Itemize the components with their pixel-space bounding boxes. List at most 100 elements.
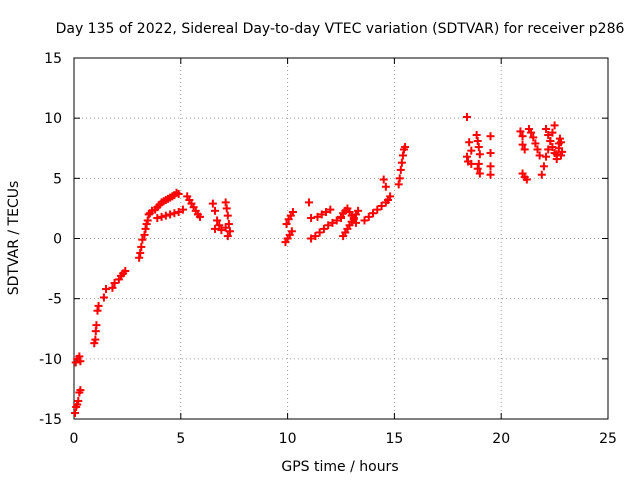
data-point <box>381 182 390 191</box>
data-point <box>288 208 297 217</box>
data-point <box>533 145 542 154</box>
data-point <box>178 205 187 214</box>
data-point <box>221 198 230 207</box>
data-point <box>529 133 538 142</box>
data-point <box>140 230 149 239</box>
data-point <box>552 150 561 159</box>
data-point <box>143 216 152 225</box>
data-point <box>322 208 331 217</box>
data-point <box>319 224 328 233</box>
data-point <box>287 227 296 236</box>
y-tick-labels: -15 -10 -5 0 5 10 15 <box>39 51 62 428</box>
data-point <box>364 212 373 221</box>
data-point <box>161 211 170 220</box>
y-tick-label: -10 <box>39 352 62 368</box>
data-point <box>554 139 563 148</box>
data-point <box>397 158 406 167</box>
data-point <box>170 209 179 218</box>
data-point <box>395 174 404 183</box>
data-point <box>473 137 482 146</box>
chart-title: Day 135 of 2022, Sidereal Day-to-day VTE… <box>56 21 625 37</box>
data-point <box>210 224 219 233</box>
data-point <box>474 159 483 168</box>
data-point <box>401 143 410 152</box>
data-point <box>332 216 341 225</box>
data-point <box>354 206 363 215</box>
data-point <box>546 137 555 146</box>
data-point <box>121 266 130 275</box>
data-point <box>153 214 162 223</box>
data-point <box>328 218 337 227</box>
data-point <box>463 152 472 161</box>
data-point <box>557 151 566 160</box>
data-point <box>486 149 495 158</box>
data-point <box>307 234 316 243</box>
data-point <box>518 140 527 149</box>
data-point <box>92 321 101 330</box>
data-point <box>396 165 405 174</box>
data-point <box>474 143 483 152</box>
data-point <box>475 169 484 178</box>
data-point <box>174 189 183 198</box>
x-axis-label: GPS time / hours <box>281 459 398 475</box>
data-point <box>304 198 313 207</box>
x-tick-label: 0 <box>70 431 79 447</box>
data-point <box>351 218 360 227</box>
data-point <box>544 131 553 140</box>
data-point <box>394 180 403 189</box>
data-point <box>386 192 395 201</box>
data-point <box>522 175 531 184</box>
data-point <box>531 139 540 148</box>
data-point <box>550 121 559 130</box>
data-point <box>102 285 111 294</box>
data-point <box>215 221 224 230</box>
y-tick-label: 0 <box>53 232 62 248</box>
data-point <box>317 210 326 219</box>
data-point <box>315 228 324 237</box>
y-tick-label: 15 <box>44 51 62 67</box>
data-point <box>223 232 232 241</box>
data-point <box>555 134 564 143</box>
data-point <box>516 127 525 136</box>
data-point <box>373 205 382 214</box>
data-point <box>174 208 183 217</box>
data-point <box>282 220 291 229</box>
data-point <box>135 253 144 262</box>
data-point <box>518 132 527 141</box>
data-point <box>91 335 100 344</box>
data-point <box>473 164 482 173</box>
y-axis-label: SDTVAR / TECUs <box>6 181 22 296</box>
data-point <box>137 242 146 251</box>
x-tick-label: 25 <box>599 431 617 447</box>
data-point <box>486 162 495 171</box>
data-point <box>71 408 80 417</box>
data-point <box>225 227 234 236</box>
data-point <box>94 301 103 310</box>
y-tick-label: -5 <box>48 292 62 308</box>
data-point <box>539 162 548 171</box>
data-point <box>75 352 84 361</box>
data-point <box>210 206 219 215</box>
data-point <box>535 151 544 160</box>
data-point <box>467 159 476 168</box>
data-point <box>138 235 147 244</box>
x-tick-label: 20 <box>492 431 510 447</box>
data-point <box>548 143 557 152</box>
data-point <box>326 205 335 214</box>
data-point <box>222 204 231 213</box>
y-tick-label: 5 <box>53 171 62 187</box>
data-point <box>548 128 557 137</box>
data-point <box>110 279 119 288</box>
x-tick-label: 5 <box>176 431 185 447</box>
data-point <box>465 138 474 147</box>
data-point <box>108 283 117 292</box>
data-point <box>537 170 546 179</box>
data-point <box>213 216 222 225</box>
data-point <box>76 386 85 395</box>
data-point <box>544 145 553 154</box>
data-point <box>221 223 230 232</box>
data-point <box>486 132 495 141</box>
data-point <box>542 124 551 133</box>
data-point <box>76 357 85 366</box>
